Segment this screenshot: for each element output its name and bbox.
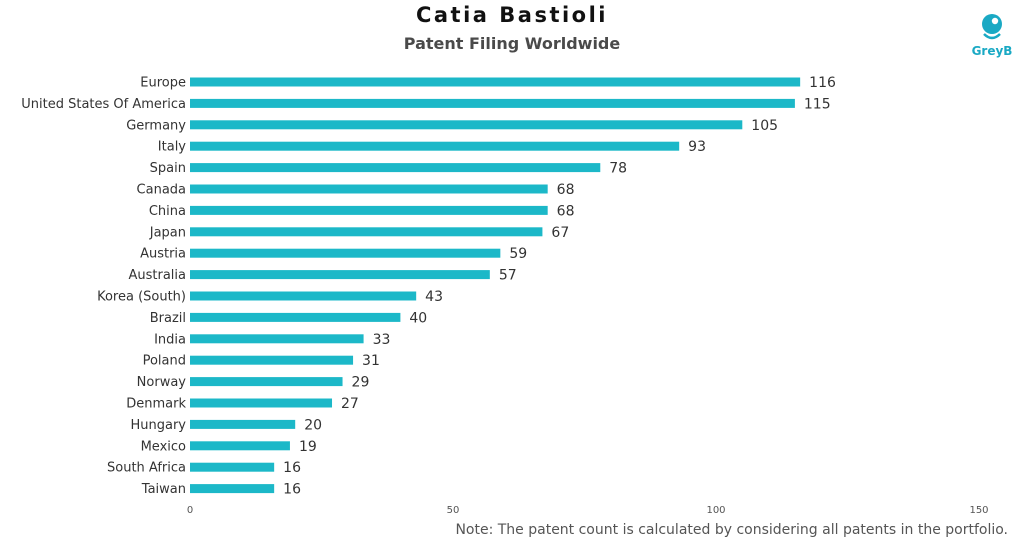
chart-subtitle: Patent Filing Worldwide — [403, 34, 621, 53]
footnote: Note: The patent count is calculated by … — [455, 522, 1008, 538]
category-label: Spain — [150, 161, 186, 176]
value-label: 43 — [425, 289, 443, 305]
value-label: 115 — [804, 96, 831, 112]
category-label: Mexico — [141, 439, 186, 454]
x-tick-label: 100 — [706, 505, 725, 516]
bar — [190, 419, 296, 429]
x-tick-label: 50 — [447, 505, 460, 516]
value-label: 27 — [341, 396, 359, 412]
bar — [190, 163, 601, 173]
category-label: Norway — [137, 375, 187, 390]
x-tick-label: 150 — [969, 505, 988, 516]
bar — [190, 270, 490, 280]
category-label: Canada — [137, 183, 186, 198]
bar — [190, 184, 548, 194]
value-label: 20 — [304, 417, 322, 433]
bar — [190, 334, 364, 344]
value-label: 93 — [688, 139, 706, 155]
value-label: 78 — [609, 161, 627, 177]
bar — [190, 355, 354, 365]
bar — [190, 98, 795, 108]
category-label: United States Of America — [21, 97, 186, 112]
bar — [190, 312, 401, 322]
value-label: 68 — [557, 203, 575, 219]
value-label: 19 — [299, 439, 317, 455]
bar — [190, 77, 801, 87]
category-label: China — [149, 204, 186, 219]
brand-name: GreyB — [971, 44, 1013, 58]
category-label: Denmark — [126, 397, 186, 412]
bar — [190, 248, 501, 258]
value-label: 67 — [551, 225, 569, 241]
category-label: Taiwan — [141, 482, 186, 497]
chart-title: Catia Bastioli — [415, 3, 609, 27]
category-label: Italy — [158, 140, 187, 155]
value-label: 29 — [352, 375, 370, 391]
bar — [190, 398, 333, 408]
bar — [190, 120, 743, 130]
category-label: Korea (South) — [97, 290, 186, 305]
greyb-logo-icon — [982, 14, 1002, 40]
value-label: 57 — [499, 268, 517, 284]
bar — [190, 205, 548, 215]
bar — [190, 141, 680, 151]
category-label: Austria — [140, 247, 186, 262]
bar — [190, 462, 275, 472]
x-tick-label: 0 — [187, 505, 193, 516]
category-label: Australia — [128, 268, 186, 283]
value-label: 16 — [283, 482, 301, 498]
category-label: Hungary — [130, 418, 186, 433]
bar — [190, 484, 275, 494]
category-label: Poland — [143, 354, 186, 369]
bar — [190, 377, 343, 387]
bar — [190, 291, 417, 301]
value-label: 68 — [557, 182, 575, 198]
bar — [190, 441, 290, 451]
category-label: India — [154, 332, 186, 347]
category-label: Brazil — [150, 311, 186, 326]
value-label: 16 — [283, 460, 301, 476]
category-label: Germany — [126, 118, 186, 133]
category-label: South Africa — [107, 461, 186, 476]
value-label: 31 — [362, 353, 380, 369]
bar — [190, 227, 543, 237]
category-label: Japan — [149, 225, 186, 240]
value-label: 33 — [373, 332, 391, 348]
category-label: Europe — [140, 76, 186, 91]
value-label: 105 — [751, 118, 778, 134]
value-label: 116 — [809, 75, 836, 91]
value-label: 59 — [509, 246, 527, 262]
value-label: 40 — [409, 310, 427, 326]
